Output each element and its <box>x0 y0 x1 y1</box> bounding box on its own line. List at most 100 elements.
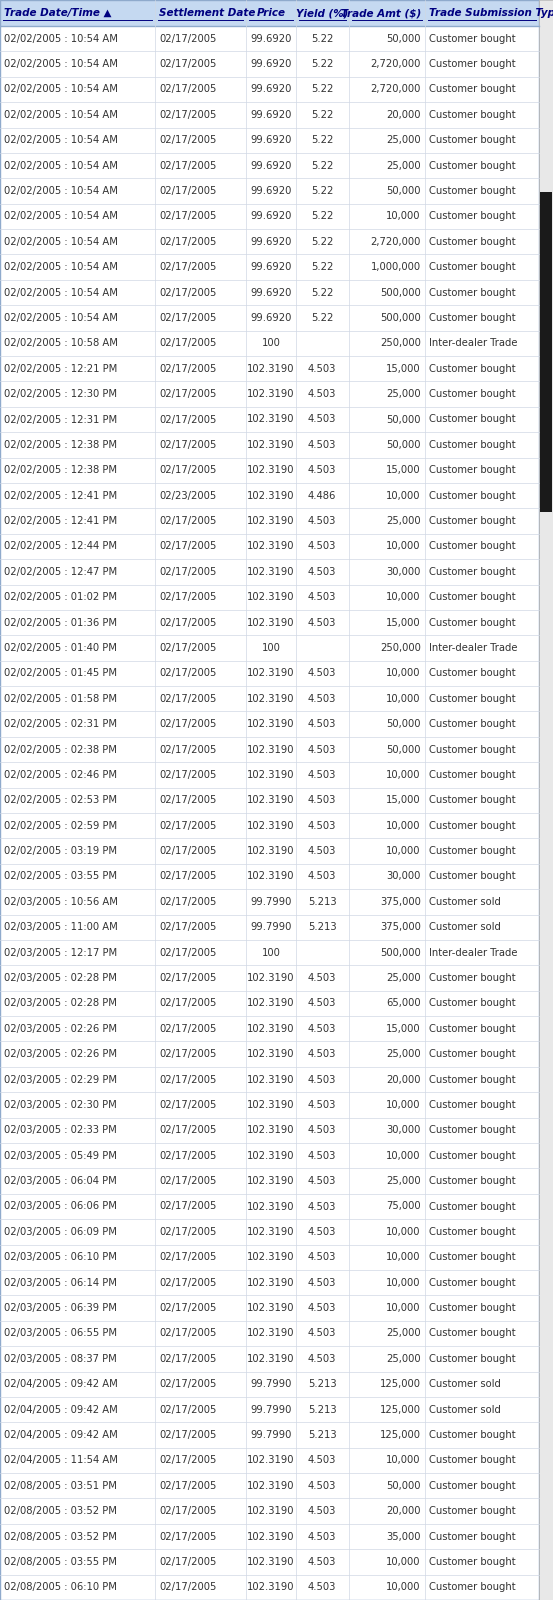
Text: 4.503: 4.503 <box>308 1024 336 1034</box>
Text: Customer bought: Customer bought <box>429 1430 515 1440</box>
Text: 99.6920: 99.6920 <box>251 237 291 246</box>
Text: 125,000: 125,000 <box>380 1430 421 1440</box>
Text: 02/02/2005 : 10:54 AM: 02/02/2005 : 10:54 AM <box>4 262 118 272</box>
Text: 25,000: 25,000 <box>386 517 421 526</box>
Text: 02/02/2005 : 12:38 PM: 02/02/2005 : 12:38 PM <box>4 466 117 475</box>
Text: 250,000: 250,000 <box>380 338 421 349</box>
Text: Customer bought: Customer bought <box>429 466 515 475</box>
Text: Customer bought: Customer bought <box>429 592 515 602</box>
Text: 4.503: 4.503 <box>308 718 336 730</box>
Text: 1,000,000: 1,000,000 <box>371 262 421 272</box>
Text: 5.213: 5.213 <box>308 1430 337 1440</box>
Text: 02/02/2005 : 02:38 PM: 02/02/2005 : 02:38 PM <box>4 744 117 755</box>
Text: 02/03/2005 : 02:28 PM: 02/03/2005 : 02:28 PM <box>4 998 117 1008</box>
Text: 02/17/2005: 02/17/2005 <box>159 998 217 1008</box>
Text: 02/08/2005 : 06:10 PM: 02/08/2005 : 06:10 PM <box>4 1582 117 1592</box>
Text: 4.503: 4.503 <box>308 1557 336 1566</box>
Text: 4.503: 4.503 <box>308 744 336 755</box>
Text: 02/02/2005 : 03:19 PM: 02/02/2005 : 03:19 PM <box>4 846 117 856</box>
Text: 5.22: 5.22 <box>311 136 333 146</box>
Text: Customer bought: Customer bought <box>429 363 515 374</box>
Text: 02/02/2005 : 10:54 AM: 02/02/2005 : 10:54 AM <box>4 160 118 171</box>
Text: Trade Date/Time ▲: Trade Date/Time ▲ <box>4 8 112 18</box>
Text: Customer bought: Customer bought <box>429 872 515 882</box>
Text: 02/17/2005: 02/17/2005 <box>159 440 217 450</box>
Text: 102.3190: 102.3190 <box>247 1328 295 1339</box>
Text: 102.3190: 102.3190 <box>247 491 295 501</box>
Text: 02/02/2005 : 10:54 AM: 02/02/2005 : 10:54 AM <box>4 211 118 221</box>
Text: Customer bought: Customer bought <box>429 846 515 856</box>
Text: 99.6920: 99.6920 <box>251 85 291 94</box>
Text: 5.22: 5.22 <box>311 34 333 43</box>
Text: 30,000: 30,000 <box>387 1125 421 1136</box>
Text: 02/17/2005: 02/17/2005 <box>159 1582 217 1592</box>
Text: 02/03/2005 : 02:33 PM: 02/03/2005 : 02:33 PM <box>4 1125 117 1136</box>
Text: Customer bought: Customer bought <box>429 1582 515 1592</box>
Text: 02/03/2005 : 08:37 PM: 02/03/2005 : 08:37 PM <box>4 1354 117 1363</box>
Text: 02/02/2005 : 12:47 PM: 02/02/2005 : 12:47 PM <box>4 566 117 578</box>
Text: Customer bought: Customer bought <box>429 795 515 805</box>
Text: 4.503: 4.503 <box>308 618 336 627</box>
Text: 02/17/2005: 02/17/2005 <box>159 1430 217 1440</box>
Text: Customer bought: Customer bought <box>429 618 515 627</box>
Text: 02/17/2005: 02/17/2005 <box>159 669 217 678</box>
Text: Customer bought: Customer bought <box>429 186 515 197</box>
Text: 10,000: 10,000 <box>386 541 421 552</box>
Text: 102.3190: 102.3190 <box>247 1302 295 1314</box>
Text: 02/02/2005 : 02:31 PM: 02/02/2005 : 02:31 PM <box>4 718 117 730</box>
Text: 02/17/2005: 02/17/2005 <box>159 947 217 958</box>
Text: Customer bought: Customer bought <box>429 998 515 1008</box>
Text: 5.213: 5.213 <box>308 1379 337 1389</box>
Text: Customer bought: Customer bought <box>429 211 515 221</box>
Text: 02/02/2005 : 10:54 AM: 02/02/2005 : 10:54 AM <box>4 85 118 94</box>
Text: 102.3190: 102.3190 <box>247 872 295 882</box>
Text: 5.22: 5.22 <box>311 59 333 69</box>
Text: 100: 100 <box>262 947 280 958</box>
Text: 02/17/2005: 02/17/2005 <box>159 1099 217 1110</box>
Text: 4.503: 4.503 <box>308 669 336 678</box>
Text: 02/17/2005: 02/17/2005 <box>159 466 217 475</box>
Text: Customer bought: Customer bought <box>429 288 515 298</box>
Text: 102.3190: 102.3190 <box>247 1024 295 1034</box>
Text: Customer bought: Customer bought <box>429 136 515 146</box>
Text: Customer bought: Customer bought <box>429 517 515 526</box>
Text: 102.3190: 102.3190 <box>247 1253 295 1262</box>
Text: 4.503: 4.503 <box>308 973 336 982</box>
Text: 102.3190: 102.3190 <box>247 363 295 374</box>
Text: 4.503: 4.503 <box>308 1278 336 1288</box>
Text: Customer bought: Customer bought <box>429 1354 515 1363</box>
Text: 02/17/2005: 02/17/2005 <box>159 85 217 94</box>
Text: Customer bought: Customer bought <box>429 694 515 704</box>
Text: 102.3190: 102.3190 <box>247 1227 295 1237</box>
Text: 4.503: 4.503 <box>308 1202 336 1211</box>
Text: 102.3190: 102.3190 <box>247 414 295 424</box>
Text: 20,000: 20,000 <box>386 1075 421 1085</box>
Text: Customer bought: Customer bought <box>429 85 515 94</box>
Text: 10,000: 10,000 <box>386 1302 421 1314</box>
Text: 02/17/2005: 02/17/2005 <box>159 1125 217 1136</box>
Text: Customer bought: Customer bought <box>429 566 515 578</box>
Text: 50,000: 50,000 <box>386 34 421 43</box>
Text: 25,000: 25,000 <box>386 389 421 398</box>
Text: 15,000: 15,000 <box>386 1024 421 1034</box>
Text: 102.3190: 102.3190 <box>247 566 295 578</box>
Text: 4.503: 4.503 <box>308 389 336 398</box>
Text: Yield (%): Yield (%) <box>296 8 348 18</box>
Text: 4.503: 4.503 <box>308 1150 336 1160</box>
Text: 02/17/2005: 02/17/2005 <box>159 237 217 246</box>
Text: Trade Submission Type: Trade Submission Type <box>429 8 553 18</box>
Text: Customer bought: Customer bought <box>429 1099 515 1110</box>
Text: 4.503: 4.503 <box>308 1050 336 1059</box>
Text: 10,000: 10,000 <box>386 1557 421 1566</box>
Text: Customer sold: Customer sold <box>429 1379 500 1389</box>
Text: 99.6920: 99.6920 <box>251 211 291 221</box>
Text: 10,000: 10,000 <box>386 846 421 856</box>
Text: 102.3190: 102.3190 <box>247 1582 295 1592</box>
Text: 25,000: 25,000 <box>386 1354 421 1363</box>
Text: Customer sold: Customer sold <box>429 898 500 907</box>
Text: 4.503: 4.503 <box>308 1253 336 1262</box>
Text: 250,000: 250,000 <box>380 643 421 653</box>
Text: 102.3190: 102.3190 <box>247 846 295 856</box>
Text: 02/02/2005 : 02:53 PM: 02/02/2005 : 02:53 PM <box>4 795 117 805</box>
Text: 102.3190: 102.3190 <box>247 973 295 982</box>
